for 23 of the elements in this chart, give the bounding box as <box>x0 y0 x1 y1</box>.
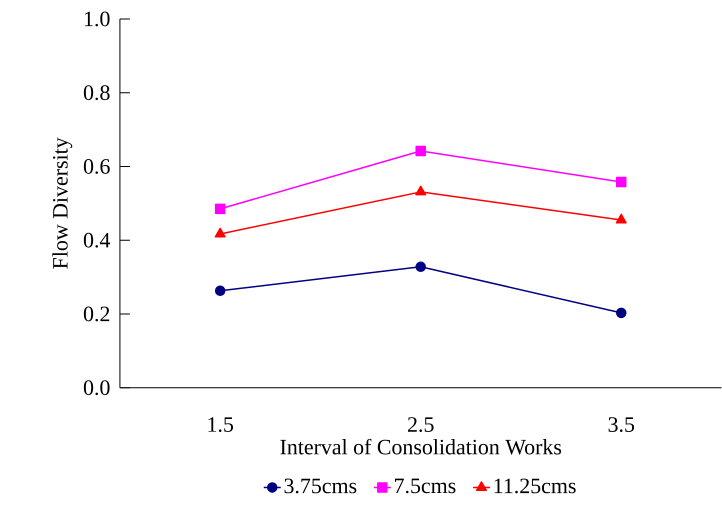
legend-label: 11.25cms <box>494 478 576 494</box>
point <box>214 204 226 214</box>
y-tick-label: 1.0 <box>84 12 110 27</box>
point <box>415 262 426 272</box>
x-tick-label: 1.5 <box>208 417 234 432</box>
x-tick-label: 3.5 <box>608 417 634 432</box>
x-tick-label: 2.5 <box>408 417 434 432</box>
point <box>616 214 627 224</box>
point <box>616 308 626 318</box>
x-axis-title: Interval of Consolidation Works <box>280 439 562 455</box>
y-tick-label: 0.2 <box>84 306 110 322</box>
point <box>214 286 226 296</box>
y-tick-label: 0.0 <box>84 380 110 396</box>
y-tick-label: 0.4 <box>84 232 110 248</box>
point <box>616 176 626 188</box>
legend-label: 7.5cms <box>394 478 456 494</box>
y-axis-title: Flow Diversity <box>52 138 72 269</box>
point <box>415 146 426 156</box>
y-tick-label: 0.6 <box>84 159 110 174</box>
point <box>214 228 226 238</box>
y-tick-label: 0.8 <box>84 85 110 100</box>
point <box>415 186 426 196</box>
legend-label: 3.75cms <box>284 478 356 494</box>
